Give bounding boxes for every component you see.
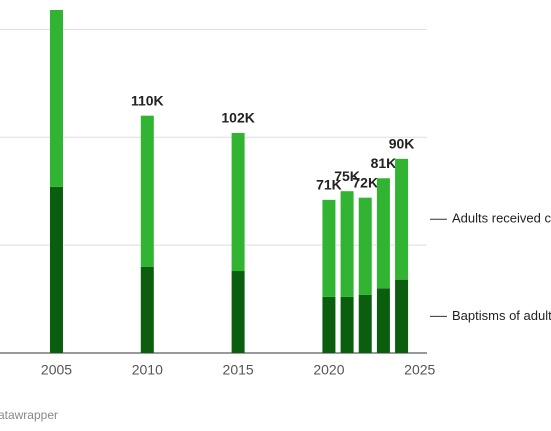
bar-segment [340,191,354,297]
legend-label: Adults received communion [452,211,551,226]
x-tick-label: 2010 [132,362,163,378]
bar-segment [358,294,372,353]
bar-segment [376,178,390,289]
x-tick-label: 2020 [313,362,344,378]
bar-segment [395,158,409,280]
total-label: 75K [334,168,360,184]
total-label: 110K [131,92,164,108]
total-label: 102K [221,110,254,126]
total-label: 159K [40,0,73,3]
bar-segment [322,296,336,353]
bar-segment [49,186,63,353]
total-label: 81K [371,155,397,171]
bar-segment [322,199,336,297]
total-label: 71K [316,177,342,193]
bar-segment [49,10,63,187]
bar-segment [340,296,354,353]
total-label: 90K [389,136,415,152]
bar-segment [231,271,245,353]
bar-segment [140,266,154,353]
source: Datawrapper [0,408,58,422]
x-tick-label: 2005 [41,362,72,378]
bar-segment [395,279,409,353]
bar-segment [358,197,372,295]
total-label: 72K [352,174,378,190]
bar-segment [376,288,390,353]
legend-label: Baptisms of adults [452,308,551,323]
bar-segment [231,132,245,272]
bar-segment [140,115,154,267]
x-tick-label: 2025 [404,362,435,378]
x-tick-label: 2015 [223,362,254,378]
